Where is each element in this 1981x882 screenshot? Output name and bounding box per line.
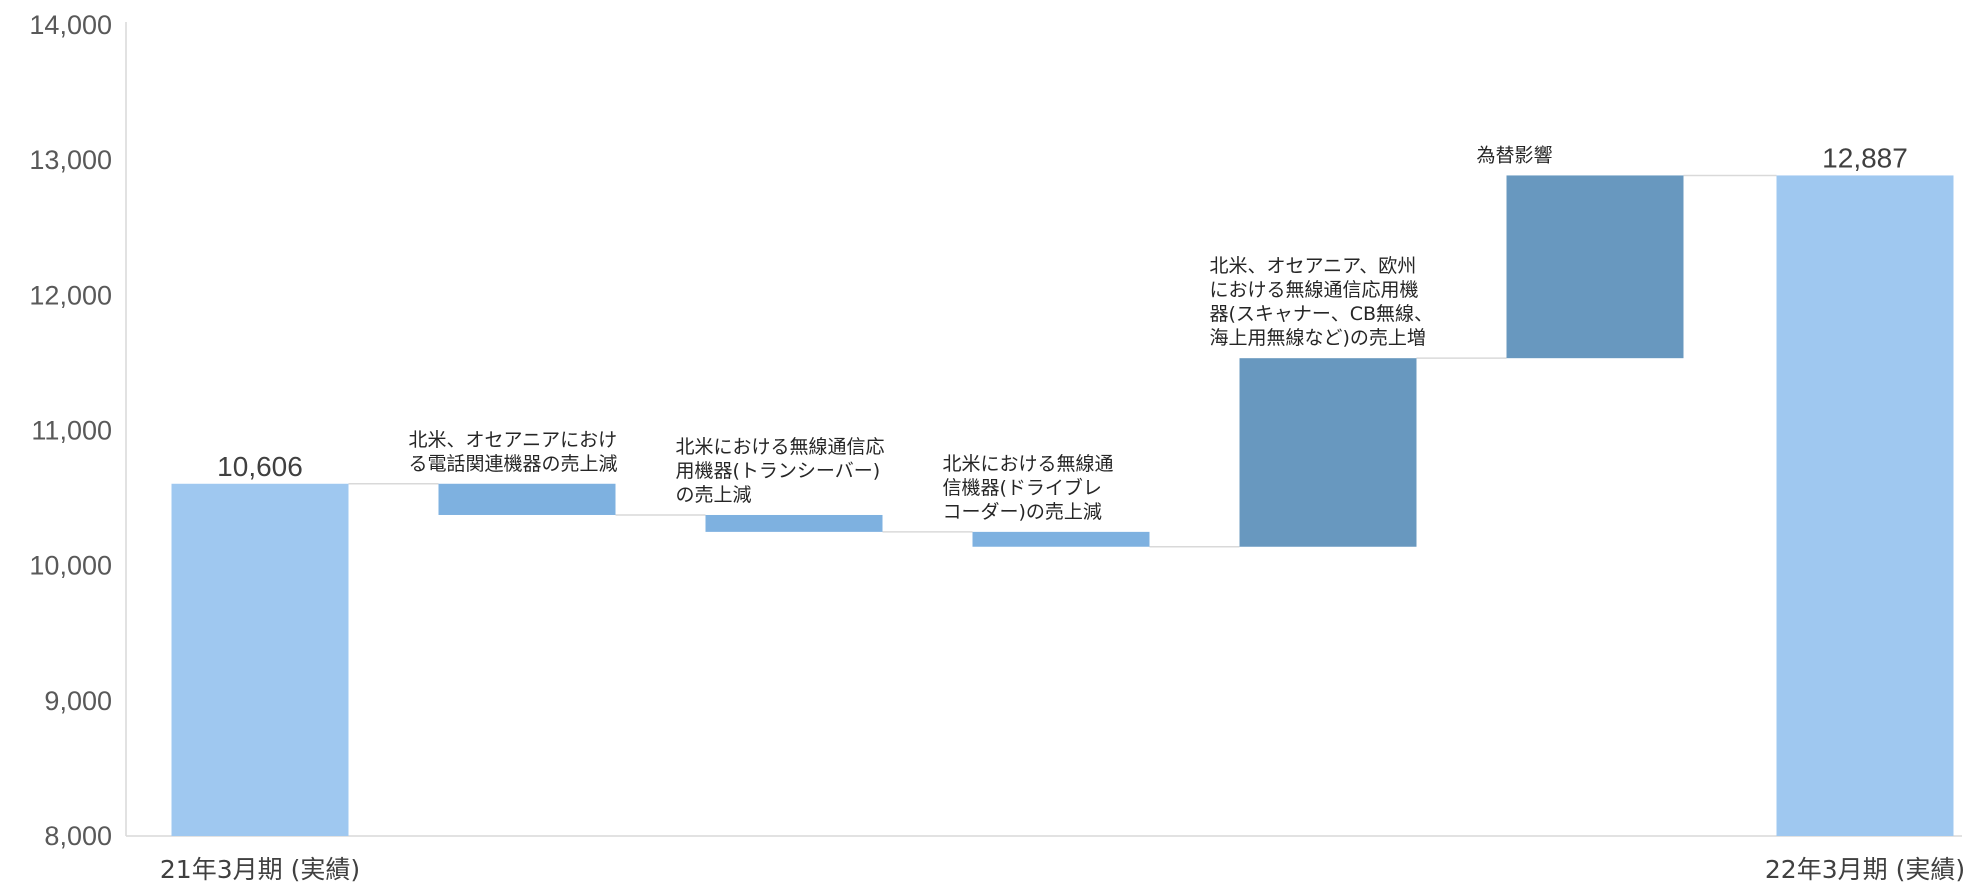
decrease-bar (438, 483, 616, 515)
value-label: 12,887 (1822, 142, 1908, 173)
annotation-label: 北米、オセアニア、欧州における無線通信応用機器(スキャナー、CB無線、海上用無線… (1210, 255, 1434, 349)
annotation-label: 北米における無線通信機器(ドライブレコーダー)の売上減 (943, 453, 1114, 523)
annotation-label: 北米、オセアニアにおける電話関連機器の売上減 (409, 429, 618, 475)
total-bar (171, 483, 349, 836)
decrease-bar (705, 514, 883, 532)
value-label: 10,606 (217, 451, 303, 482)
increase-bar (1506, 175, 1684, 359)
y-tick-label: 14,000 (29, 10, 112, 40)
y-tick-label: 8,000 (44, 821, 112, 851)
decrease-bar (972, 531, 1150, 547)
value-labels: 10,606 12,887 (217, 142, 1908, 481)
total-bar (1776, 175, 1954, 837)
y-tick-label: 11,000 (31, 416, 112, 446)
bars (171, 175, 1954, 837)
category-labels: 21年3月期 (実績) 22年3月期 (実績) (160, 855, 1965, 882)
annotation-label: 為替影響 (1477, 144, 1553, 166)
category-label: 21年3月期 (実績) (160, 855, 360, 882)
annotation-label: 北米における無線通信応用機器(トランシーバー)の売上減 (676, 436, 885, 506)
annotations: 北米、オセアニアにおける電話関連機器の売上減 北米における無線通信応用機器(トラン… (409, 144, 1553, 522)
category-label: 22年3月期 (実績) (1765, 855, 1965, 882)
y-tick-label: 13,000 (29, 145, 112, 175)
increase-bar (1239, 358, 1417, 547)
y-tick-label: 9,000 (44, 686, 112, 716)
y-tick-labels: 8,000 9,000 10,000 11,000 12,000 13,000 14,000 (29, 10, 112, 851)
connector-lines (348, 174, 1777, 548)
y-tick-label: 10,000 (29, 551, 112, 581)
y-tick-label: 12,000 (29, 280, 112, 310)
